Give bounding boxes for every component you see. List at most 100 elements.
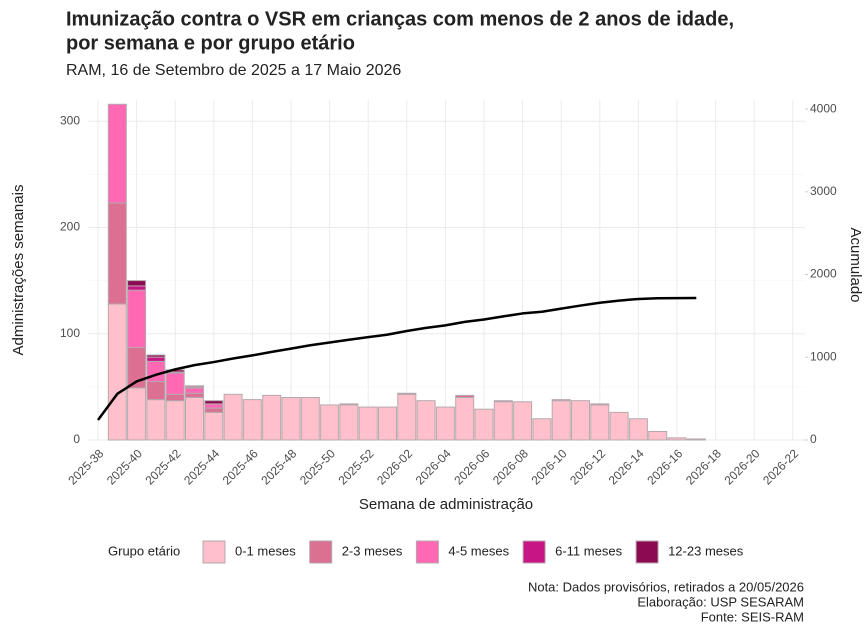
x-tick-label: 2025-48 xyxy=(258,446,299,487)
bar xyxy=(127,285,147,291)
note: Nota: Dados provisórios, retirados a 20/… xyxy=(528,579,804,594)
x-tick-label: 2026-08 xyxy=(490,446,531,487)
bar xyxy=(127,387,147,441)
x-tick-label: 2026-16 xyxy=(644,446,685,487)
legend-swatch xyxy=(635,540,659,564)
bar xyxy=(358,406,378,441)
x-tick-label: 2026-06 xyxy=(451,446,492,487)
x-axis-label: Semana de administração xyxy=(359,496,533,513)
bar xyxy=(551,399,571,402)
bar xyxy=(339,403,359,406)
y-tick-label: 0 xyxy=(73,432,80,446)
y-tick-label: 100 xyxy=(60,326,80,340)
note: Elaboração: USP SESARAM xyxy=(637,594,804,609)
legend-swatch xyxy=(309,540,333,564)
chart-title: Imunização contra o VSR em crianças com … xyxy=(66,8,734,30)
bar xyxy=(493,400,513,403)
legend-swatch xyxy=(415,540,439,564)
note: Fonte: SEIS-RAM xyxy=(701,609,804,624)
bar xyxy=(107,103,127,204)
bar xyxy=(455,397,475,441)
bar xyxy=(165,393,185,402)
legend-swatch xyxy=(522,540,546,564)
chart-subtitle: RAM, 16 de Setembro de 2025 a 17 Maio 20… xyxy=(66,62,401,79)
x-tick-label: 2026-12 xyxy=(567,446,608,487)
bar xyxy=(204,403,224,409)
bar xyxy=(127,289,147,349)
bar xyxy=(185,387,204,394)
bar xyxy=(107,303,127,441)
legend-label: 6-11 meses xyxy=(555,543,622,558)
bar xyxy=(146,381,166,401)
legend-label: 2-3 meses xyxy=(342,543,403,558)
x-tick-label: 2025-42 xyxy=(143,446,184,487)
x-tick-label: 2026-04 xyxy=(413,446,454,487)
bar xyxy=(513,401,533,441)
bar xyxy=(590,403,610,406)
bar xyxy=(397,393,417,441)
bar xyxy=(204,411,224,441)
bar xyxy=(223,393,243,441)
bar xyxy=(127,280,147,287)
bar xyxy=(435,406,455,441)
legend-swatch xyxy=(202,540,226,564)
bar xyxy=(378,406,397,441)
chart-title: por semana e por grupo etário xyxy=(66,32,355,54)
bar xyxy=(146,360,166,383)
y2-tick-label: 0 xyxy=(810,432,817,446)
legend-label: 4-5 meses xyxy=(448,543,509,558)
bar xyxy=(590,404,610,441)
bar xyxy=(532,418,552,441)
bar xyxy=(416,400,436,441)
y-axis-label: Administrações semanais xyxy=(10,185,27,356)
y2-axis-label: Acumulado xyxy=(847,227,864,302)
x-tick-label: 2025-52 xyxy=(336,446,377,487)
bar xyxy=(165,372,185,395)
y2-tick-label: 3000 xyxy=(810,184,837,198)
bar xyxy=(146,356,166,362)
x-tick-label: 2026-14 xyxy=(606,446,647,487)
x-tick-label: 2025-44 xyxy=(181,446,222,487)
legend-label: 0-1 meses xyxy=(235,543,296,558)
bar xyxy=(474,408,494,441)
cumulative-line xyxy=(96,296,697,421)
legend-label: 12-23 meses xyxy=(668,543,744,558)
bar xyxy=(107,202,127,305)
bar xyxy=(146,399,166,441)
x-tick-label: 2026-10 xyxy=(529,446,570,487)
bar xyxy=(455,394,475,398)
x-tick-label: 2025-40 xyxy=(104,446,145,487)
bar xyxy=(165,400,185,441)
y-tick-label: 200 xyxy=(60,220,80,234)
legend-title: Grupo etário xyxy=(108,543,180,558)
bar xyxy=(242,399,262,441)
x-tick-label: 2025-50 xyxy=(297,446,338,487)
bar xyxy=(551,400,571,441)
bar xyxy=(204,407,224,413)
x-tick-label: 2025-46 xyxy=(220,446,261,487)
y2-tick-label: 4000 xyxy=(810,101,837,115)
bar xyxy=(397,392,417,395)
bar xyxy=(262,394,282,441)
bar xyxy=(493,401,513,441)
bar xyxy=(609,411,629,441)
x-tick-label: 2025-38 xyxy=(65,446,106,487)
x-tick-label: 2026-02 xyxy=(374,446,415,487)
x-tick-label: 2026-22 xyxy=(760,446,801,487)
bar xyxy=(648,431,668,441)
bar xyxy=(185,397,204,441)
bar xyxy=(146,354,166,358)
bar xyxy=(686,438,706,441)
bar xyxy=(281,397,301,441)
bar xyxy=(204,400,224,405)
bar xyxy=(571,400,590,441)
bar xyxy=(339,404,359,441)
y2-tick-label: 1000 xyxy=(810,349,837,363)
bar xyxy=(185,385,204,388)
bar xyxy=(185,392,204,398)
bar xyxy=(667,437,687,441)
x-tick-label: 2026-18 xyxy=(683,446,724,487)
y2-tick-label: 2000 xyxy=(810,267,837,281)
bar xyxy=(300,397,320,441)
